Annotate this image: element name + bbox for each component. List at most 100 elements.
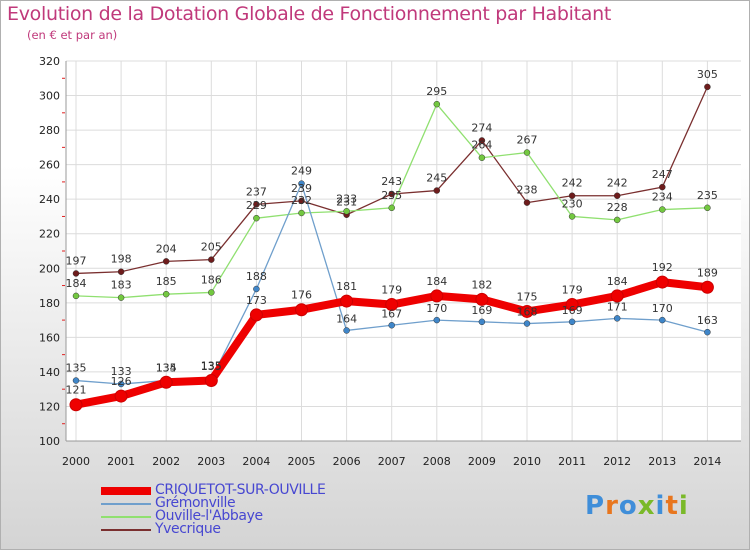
data-point-1: [72, 377, 80, 384]
x-tick-label: 2006: [333, 455, 361, 468]
data-point-2: [568, 213, 576, 220]
data-label-3: 197: [66, 254, 87, 267]
data-label-1: 188: [246, 270, 267, 283]
data-point-0: [475, 292, 489, 306]
y-tick-label: 240: [39, 193, 60, 206]
data-label-0: 126: [111, 375, 132, 388]
data-point-0: [610, 289, 624, 303]
y-tick-label: 140: [39, 366, 60, 379]
data-label-3: 247: [652, 168, 673, 181]
data-label-3: 245: [426, 172, 447, 185]
data-point-0: [114, 389, 128, 403]
data-point-1: [478, 318, 486, 326]
legend-item-criquetot[interactable]: CRIQUETOT-SUR-OUVILLE: [101, 482, 401, 498]
data-label-1: 249: [291, 165, 312, 178]
x-tick-label: 2010: [513, 455, 541, 468]
data-label-0: 176: [291, 289, 312, 302]
y-tick-label: 280: [39, 124, 60, 137]
data-point-1: [613, 315, 621, 322]
legend-label-yvecrique: Yvecrique: [155, 521, 221, 537]
data-label-2: 186: [201, 273, 222, 286]
chart-subtitle: (en € et par an): [27, 28, 118, 42]
data-label-2: 183: [111, 279, 132, 292]
data-point-1: [388, 322, 395, 329]
y-tick-label: 300: [39, 90, 60, 103]
x-tick-label: 2000: [62, 455, 90, 468]
y-tick-label: 180: [39, 297, 60, 310]
data-label-0: 189: [697, 266, 718, 279]
data-label-3: 242: [607, 177, 628, 190]
y-tick-label: 120: [39, 400, 60, 413]
x-tick-label: 2008: [423, 455, 451, 468]
logo-letter: t: [665, 491, 679, 521]
data-label-3: 205: [201, 241, 222, 254]
data-point-2: [162, 290, 170, 298]
data-point-3: [433, 187, 441, 194]
data-point-3: [208, 256, 215, 263]
data-label-2: 264: [471, 139, 492, 152]
data-point-2: [343, 208, 350, 215]
y-tick-label: 100: [39, 435, 60, 448]
x-tick-label: 2004: [242, 455, 270, 468]
data-label-3: 237: [246, 185, 267, 198]
x-tick-label: 2014: [693, 455, 721, 468]
data-label-3: 242: [562, 177, 583, 190]
data-label-0: 179: [381, 284, 402, 297]
legend-swatch-ouville: [101, 516, 151, 518]
legend-item-yvecrique[interactable]: Yvecrique: [101, 521, 401, 537]
data-label-3: 238: [517, 184, 538, 197]
data-label-1: 164: [336, 312, 357, 325]
x-tick-label: 2003: [197, 455, 225, 468]
data-label-0: 182: [471, 278, 492, 291]
data-point-1: [433, 316, 441, 324]
data-point-3: [162, 258, 170, 265]
data-label-0: 192: [652, 261, 673, 274]
data-point-1: [117, 380, 125, 388]
data-point-3: [72, 270, 80, 277]
data-label-2: 235: [381, 189, 402, 202]
data-label-1: 133: [111, 365, 132, 378]
data-label-2: 234: [652, 191, 673, 204]
legend-item-ouville[interactable]: Ouville-l'Abbaye: [101, 508, 401, 524]
data-point-0: [520, 304, 534, 318]
data-label-2: 235: [697, 189, 718, 202]
data-label-0: 181: [336, 280, 357, 293]
data-label-1: 170: [652, 302, 673, 315]
legend-item-gremonville[interactable]: Grémonville: [101, 495, 401, 511]
data-point-0: [295, 303, 308, 317]
data-label-1: 135: [156, 362, 177, 375]
x-tick-label: 2012: [603, 455, 631, 468]
data-label-2: 230: [562, 197, 583, 210]
logo-letter: r: [605, 491, 619, 521]
data-point-2: [388, 204, 395, 212]
data-label-1: 168: [517, 306, 538, 319]
data-point-3: [659, 183, 666, 191]
data-label-3: 305: [697, 68, 718, 81]
data-label-1: 171: [607, 300, 628, 313]
data-point-0: [385, 298, 399, 312]
data-point-0: [249, 308, 263, 322]
data-label-3: 198: [111, 253, 132, 266]
legend-swatch-criquetot: [101, 487, 151, 495]
data-label-2: 295: [426, 85, 447, 98]
data-point-1: [523, 320, 531, 327]
y-tick-label: 320: [39, 55, 60, 68]
y-tick-label: 260: [39, 159, 60, 172]
x-tick-label: 2007: [378, 455, 406, 468]
data-label-0: 121: [66, 384, 87, 397]
data-point-3: [568, 192, 576, 199]
logo-letter: P: [585, 491, 606, 521]
data-label-3: 239: [291, 182, 312, 195]
data-point-0: [430, 289, 444, 303]
data-point-2: [659, 206, 666, 213]
data-label-0: 184: [426, 275, 447, 288]
legend: CRIQUETOT-SUR-OUVILLE Grémonville Ouvill…: [101, 482, 401, 537]
x-tick-label: 2011: [558, 455, 586, 468]
data-label-2: 228: [607, 201, 628, 214]
legend-swatch-gremonville: [101, 503, 151, 505]
data-point-0: [159, 375, 173, 389]
data-label-3: 231: [336, 196, 357, 209]
data-point-2: [298, 209, 305, 217]
